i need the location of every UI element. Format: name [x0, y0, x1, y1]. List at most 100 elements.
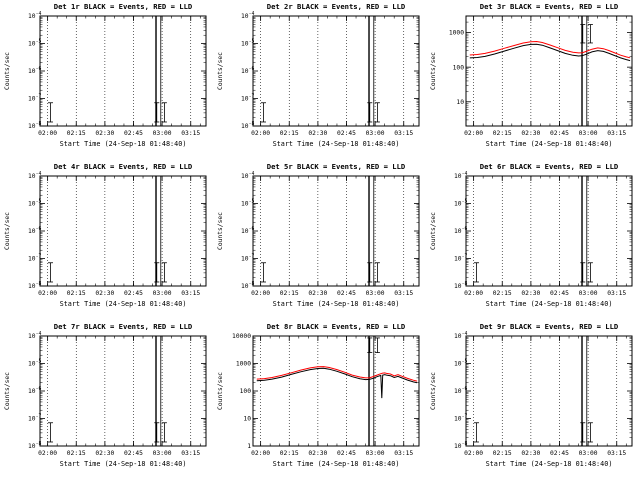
plot-frame [465, 175, 633, 287]
x-tick-label: 02:15 [67, 450, 86, 457]
series-lld [469, 40, 631, 59]
y-axis-label: Counts/sec [4, 52, 11, 90]
y-tick-label: 10-5 [28, 359, 41, 368]
error-bar [367, 102, 373, 123]
y-tick-label: 10-5 [241, 39, 254, 48]
panel-title: Det 3r BLACK = Events, RED = LLD [480, 2, 618, 11]
y-axis-label: Counts/sec [217, 372, 224, 410]
y-tick-label: 10-8 [28, 441, 41, 450]
x-tick-label: 02:15 [67, 290, 86, 297]
x-tick-label: 03:15 [181, 290, 200, 297]
y-axis-label: Counts/sec [4, 212, 11, 250]
panel-title: Det 2r BLACK = Events, RED = LLD [267, 2, 405, 11]
error-bar [367, 337, 373, 353]
series-lld [256, 366, 418, 382]
error-bar [587, 262, 593, 283]
y-tick-label: 10-4 [28, 11, 41, 20]
panel-det-8r: 02:00 02:15 02:30 02:45 03:00 03:15 1 10 100 1000… [217, 322, 420, 468]
x-tick-label: 02:30 [308, 130, 327, 137]
x-tick-label: 02:45 [337, 130, 356, 137]
x-tick-label: 02:45 [124, 290, 143, 297]
x-axis-label: Start Time (24-Sep-18 01:48:40) [273, 140, 400, 148]
x-tick-label: 02:30 [308, 290, 327, 297]
x-tick-label: 02:00 [464, 290, 483, 297]
y-axis-label: Counts/sec [430, 372, 437, 410]
x-tick-label: 03:15 [607, 130, 626, 137]
x-axis-label: Start Time (24-Sep-18 01:48:40) [60, 140, 187, 148]
panel-title: Det 7r BLACK = Events, RED = LLD [54, 322, 192, 331]
error-bar [374, 337, 380, 353]
error-bar [47, 422, 53, 443]
x-tick-label: 02:30 [521, 290, 540, 297]
panel-title: Det 8r BLACK = Events, RED = LLD [267, 322, 405, 331]
panel-title: Det 1r BLACK = Events, RED = LLD [54, 2, 192, 11]
plot-frame [252, 15, 420, 127]
x-tick-label: 02:45 [337, 450, 356, 457]
y-tick-label: 10-7 [28, 254, 41, 263]
x-axis-label: Start Time (24-Sep-18 01:48:40) [60, 300, 187, 308]
y-axis-label: Counts/sec [430, 52, 437, 90]
x-tick-label: 02:00 [464, 450, 483, 457]
plot-frame [39, 335, 207, 447]
x-axis-label: Start Time (24-Sep-18 01:48:40) [486, 460, 613, 468]
y-tick-label: 1000 [449, 30, 464, 37]
y-tick-label: 10-8 [241, 281, 254, 290]
panel-title: Det 6r BLACK = Events, RED = LLD [480, 162, 618, 171]
series-events [256, 367, 418, 399]
error-bar [47, 102, 53, 123]
plot-frame [39, 15, 207, 127]
x-tick-label: 02:15 [67, 130, 86, 137]
panel-det-4r: 02:00 02:15 02:30 02:45 03:00 03:15 10-8 10-7 10… [4, 162, 207, 308]
y-tick-label: 1 [247, 443, 251, 450]
y-tick-label: 10-8 [28, 281, 41, 290]
plot-frame [39, 175, 207, 287]
panel-det-9r: 02:00 02:15 02:30 02:45 03:00 03:15 10-8 10-7 10… [430, 322, 633, 468]
x-tick-label: 03:15 [394, 290, 413, 297]
y-tick-label: 10-8 [454, 441, 467, 450]
panel-det-7r: 02:00 02:15 02:30 02:45 03:00 03:15 10-8 10-7 10… [4, 322, 207, 468]
x-tick-label: 03:00 [366, 450, 385, 457]
y-tick-label: 100 [240, 388, 252, 395]
panel-title: Det 4r BLACK = Events, RED = LLD [54, 162, 192, 171]
error-bar [154, 422, 160, 443]
panel-title: Det 5r BLACK = Events, RED = LLD [267, 162, 405, 171]
y-tick-label: 10-5 [28, 199, 41, 208]
plot-frame [465, 335, 633, 447]
x-tick-label: 03:00 [579, 290, 598, 297]
x-axis-label: Start Time (24-Sep-18 01:48:40) [486, 300, 613, 308]
x-tick-label: 02:00 [38, 450, 57, 457]
error-bar [154, 102, 160, 123]
y-tick-label: 10-6 [454, 226, 467, 235]
error-bar [161, 262, 167, 283]
x-tick-label: 02:45 [124, 130, 143, 137]
y-tick-label: 10-6 [28, 226, 41, 235]
y-tick-label: 10-6 [241, 226, 254, 235]
x-tick-label: 02:15 [280, 450, 299, 457]
y-tick-label: 10-4 [454, 171, 467, 180]
y-tick-label: 10-6 [241, 66, 254, 75]
panel-det-1r: 02:00 02:15 02:30 02:45 03:00 03:15 10-8 10-7 10… [4, 2, 207, 148]
y-tick-label: 10-7 [241, 254, 254, 263]
y-tick-label: 10-5 [454, 199, 467, 208]
error-bar [587, 422, 593, 443]
y-tick-label: 10-5 [454, 359, 467, 368]
y-tick-label: 10-4 [28, 171, 41, 180]
y-tick-label: 10-6 [454, 386, 467, 395]
y-axis-label: Counts/sec [217, 52, 224, 90]
plot-frame [465, 15, 633, 127]
y-tick-label: 10-7 [454, 254, 467, 263]
series-events [469, 43, 631, 62]
y-tick-label: 10-7 [28, 414, 41, 423]
y-tick-label: 10-4 [241, 171, 254, 180]
x-tick-label: 02:00 [251, 130, 270, 137]
x-tick-label: 02:00 [251, 450, 270, 457]
error-bar [473, 262, 479, 283]
x-tick-label: 02:45 [550, 450, 569, 457]
x-tick-label: 02:30 [95, 290, 114, 297]
error-bar [580, 24, 586, 44]
x-axis-label: Start Time (24-Sep-18 01:48:40) [273, 460, 400, 468]
x-tick-label: 03:15 [607, 450, 626, 457]
x-tick-label: 02:15 [493, 290, 512, 297]
